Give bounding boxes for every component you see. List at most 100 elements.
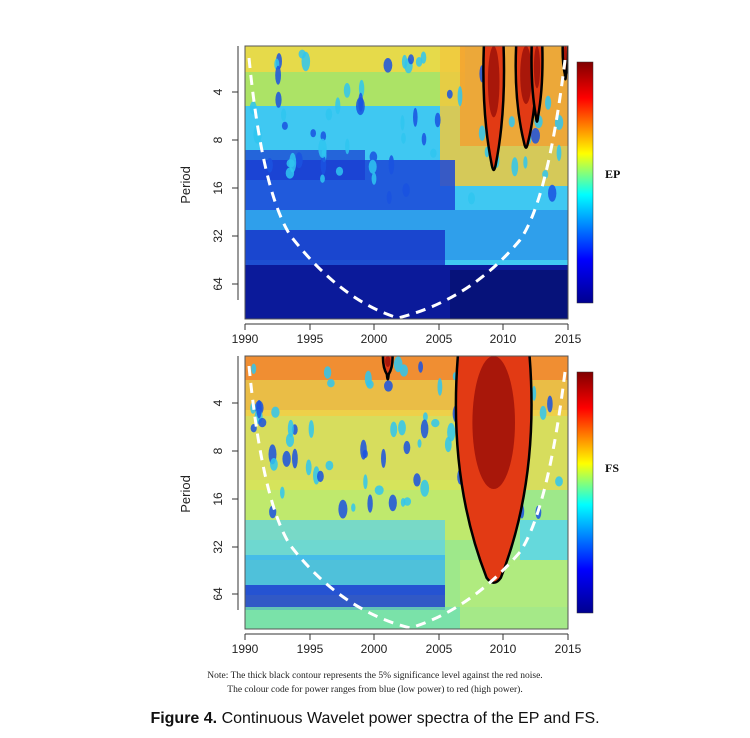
figure-caption-text: Continuous Wavelet power spectra of the …: [221, 710, 600, 727]
noise-spot: [430, 148, 437, 158]
noise-spot: [298, 49, 306, 59]
noise-spot: [270, 458, 278, 471]
noise-spot: [383, 58, 393, 73]
fs-xtick-2000: 2000: [361, 642, 388, 656]
noise-spot: [289, 152, 297, 173]
noise-spot: [401, 54, 408, 69]
ep-heatmap-field: [245, 46, 568, 319]
noise-spot: [287, 419, 294, 438]
ep-xtick-2005: 2005: [426, 332, 453, 346]
noise-spot: [285, 433, 295, 448]
noise-spot: [356, 97, 365, 115]
noise-spot: [398, 420, 406, 436]
noise-spot: [547, 395, 553, 413]
fs-xtick-2005: 2005: [426, 642, 453, 656]
noise-spot: [418, 361, 423, 373]
fs-ytick-16: 16: [211, 492, 225, 506]
ep-xtick-2015: 2015: [555, 332, 582, 346]
figure-caption-label: Figure 4.: [150, 710, 218, 727]
noise-spot: [531, 128, 540, 144]
noise-spot: [317, 470, 324, 483]
noise-spot: [258, 417, 267, 428]
significance-contour: [381, 356, 394, 381]
significant-region-core: [520, 46, 532, 104]
noise-spot: [444, 436, 452, 453]
ep-xtick-1995: 1995: [297, 332, 324, 346]
noise-spot: [369, 151, 378, 163]
noise-spot: [335, 166, 344, 176]
noise-spot: [338, 499, 348, 519]
noise-spot: [539, 405, 547, 420]
noise-spot: [281, 108, 287, 122]
figure-note-line1: Note: The thick black contour represents…: [207, 671, 543, 681]
noise-spot: [308, 420, 314, 438]
significant-region-core: [563, 46, 568, 63]
noise-spot: [523, 156, 528, 169]
noise-spot: [434, 112, 441, 128]
ep-ytick-8: 8: [211, 136, 225, 143]
noise-spot: [320, 131, 327, 142]
noise-spot: [384, 380, 393, 392]
noise-spot: [420, 479, 430, 497]
noise-spot: [295, 152, 303, 169]
fs-ytick-4: 4: [211, 399, 225, 406]
ep-ytick-64: 64: [211, 277, 225, 291]
noise-spot: [343, 83, 351, 98]
ep-xtick-1990: 1990: [232, 332, 259, 346]
ep-colorbar-label: EP: [605, 167, 620, 181]
noise-spot: [363, 474, 368, 490]
noise-spot: [310, 129, 317, 138]
noise-spot: [360, 439, 367, 460]
significant-region-core: [472, 356, 515, 489]
noise-spot: [327, 379, 335, 388]
noise-spot: [271, 406, 280, 418]
noise-spot: [323, 366, 332, 379]
fs-xtick-2010: 2010: [490, 642, 517, 656]
noise-spot: [335, 97, 341, 115]
noise-spot: [399, 364, 408, 377]
noise-spot: [457, 86, 463, 107]
noise-spot: [555, 476, 563, 487]
ep-colorbar: [576, 61, 594, 304]
fs-plot-frame: [244, 355, 569, 630]
panel-ep: 4 8 16 32 64 Period 1990 1995 2000 2005 …: [178, 45, 620, 346]
ep-ytick-4: 4: [211, 88, 225, 95]
fs-ytick-32: 32: [211, 540, 225, 554]
noise-spot: [468, 192, 475, 205]
noise-spot: [320, 155, 327, 175]
noise-spot: [305, 459, 312, 476]
ep-xtick-2010: 2010: [490, 332, 517, 346]
noise-spot: [345, 138, 350, 155]
noise-spot: [256, 400, 262, 419]
noise-spot: [400, 498, 406, 507]
noise-spot: [447, 423, 456, 442]
noise-spot: [388, 494, 397, 512]
figure-caption: Figure 4. Continuous Wavelet power spect…: [0, 710, 750, 728]
fs-ylabel: Period: [178, 475, 193, 513]
ep-x-axis: 1990 1995 2000 2005 2010 2015: [232, 323, 582, 346]
noise-spot: [281, 121, 288, 130]
noise-spot: [420, 419, 429, 439]
noise-spot: [478, 125, 486, 141]
noise-spot: [400, 115, 405, 131]
ep-cone-of-influence: [247, 57, 567, 319]
noise-spot: [325, 108, 333, 121]
noise-spot: [403, 497, 412, 506]
panel-fs: 4 8 16 32 64 Period 1990 1995 2000 2005 …: [178, 355, 619, 656]
noise-spot: [388, 155, 395, 175]
noise-spot: [417, 439, 422, 448]
noise-spot: [390, 421, 398, 438]
fs-ytick-64: 64: [211, 587, 225, 601]
noise-spot: [402, 183, 410, 197]
noise-spot: [251, 363, 257, 374]
fs-xtick-2015: 2015: [555, 642, 582, 656]
noise-spot: [280, 486, 285, 499]
noise-spot: [318, 138, 327, 158]
ep-ytick-16: 16: [211, 181, 225, 195]
ep-significant-regions: [482, 46, 568, 172]
noise-spot: [366, 380, 374, 389]
noise-spot: [381, 448, 386, 468]
ep-ylabel: Period: [178, 166, 193, 204]
noise-spot: [413, 473, 421, 487]
noise-spot: [367, 494, 373, 513]
